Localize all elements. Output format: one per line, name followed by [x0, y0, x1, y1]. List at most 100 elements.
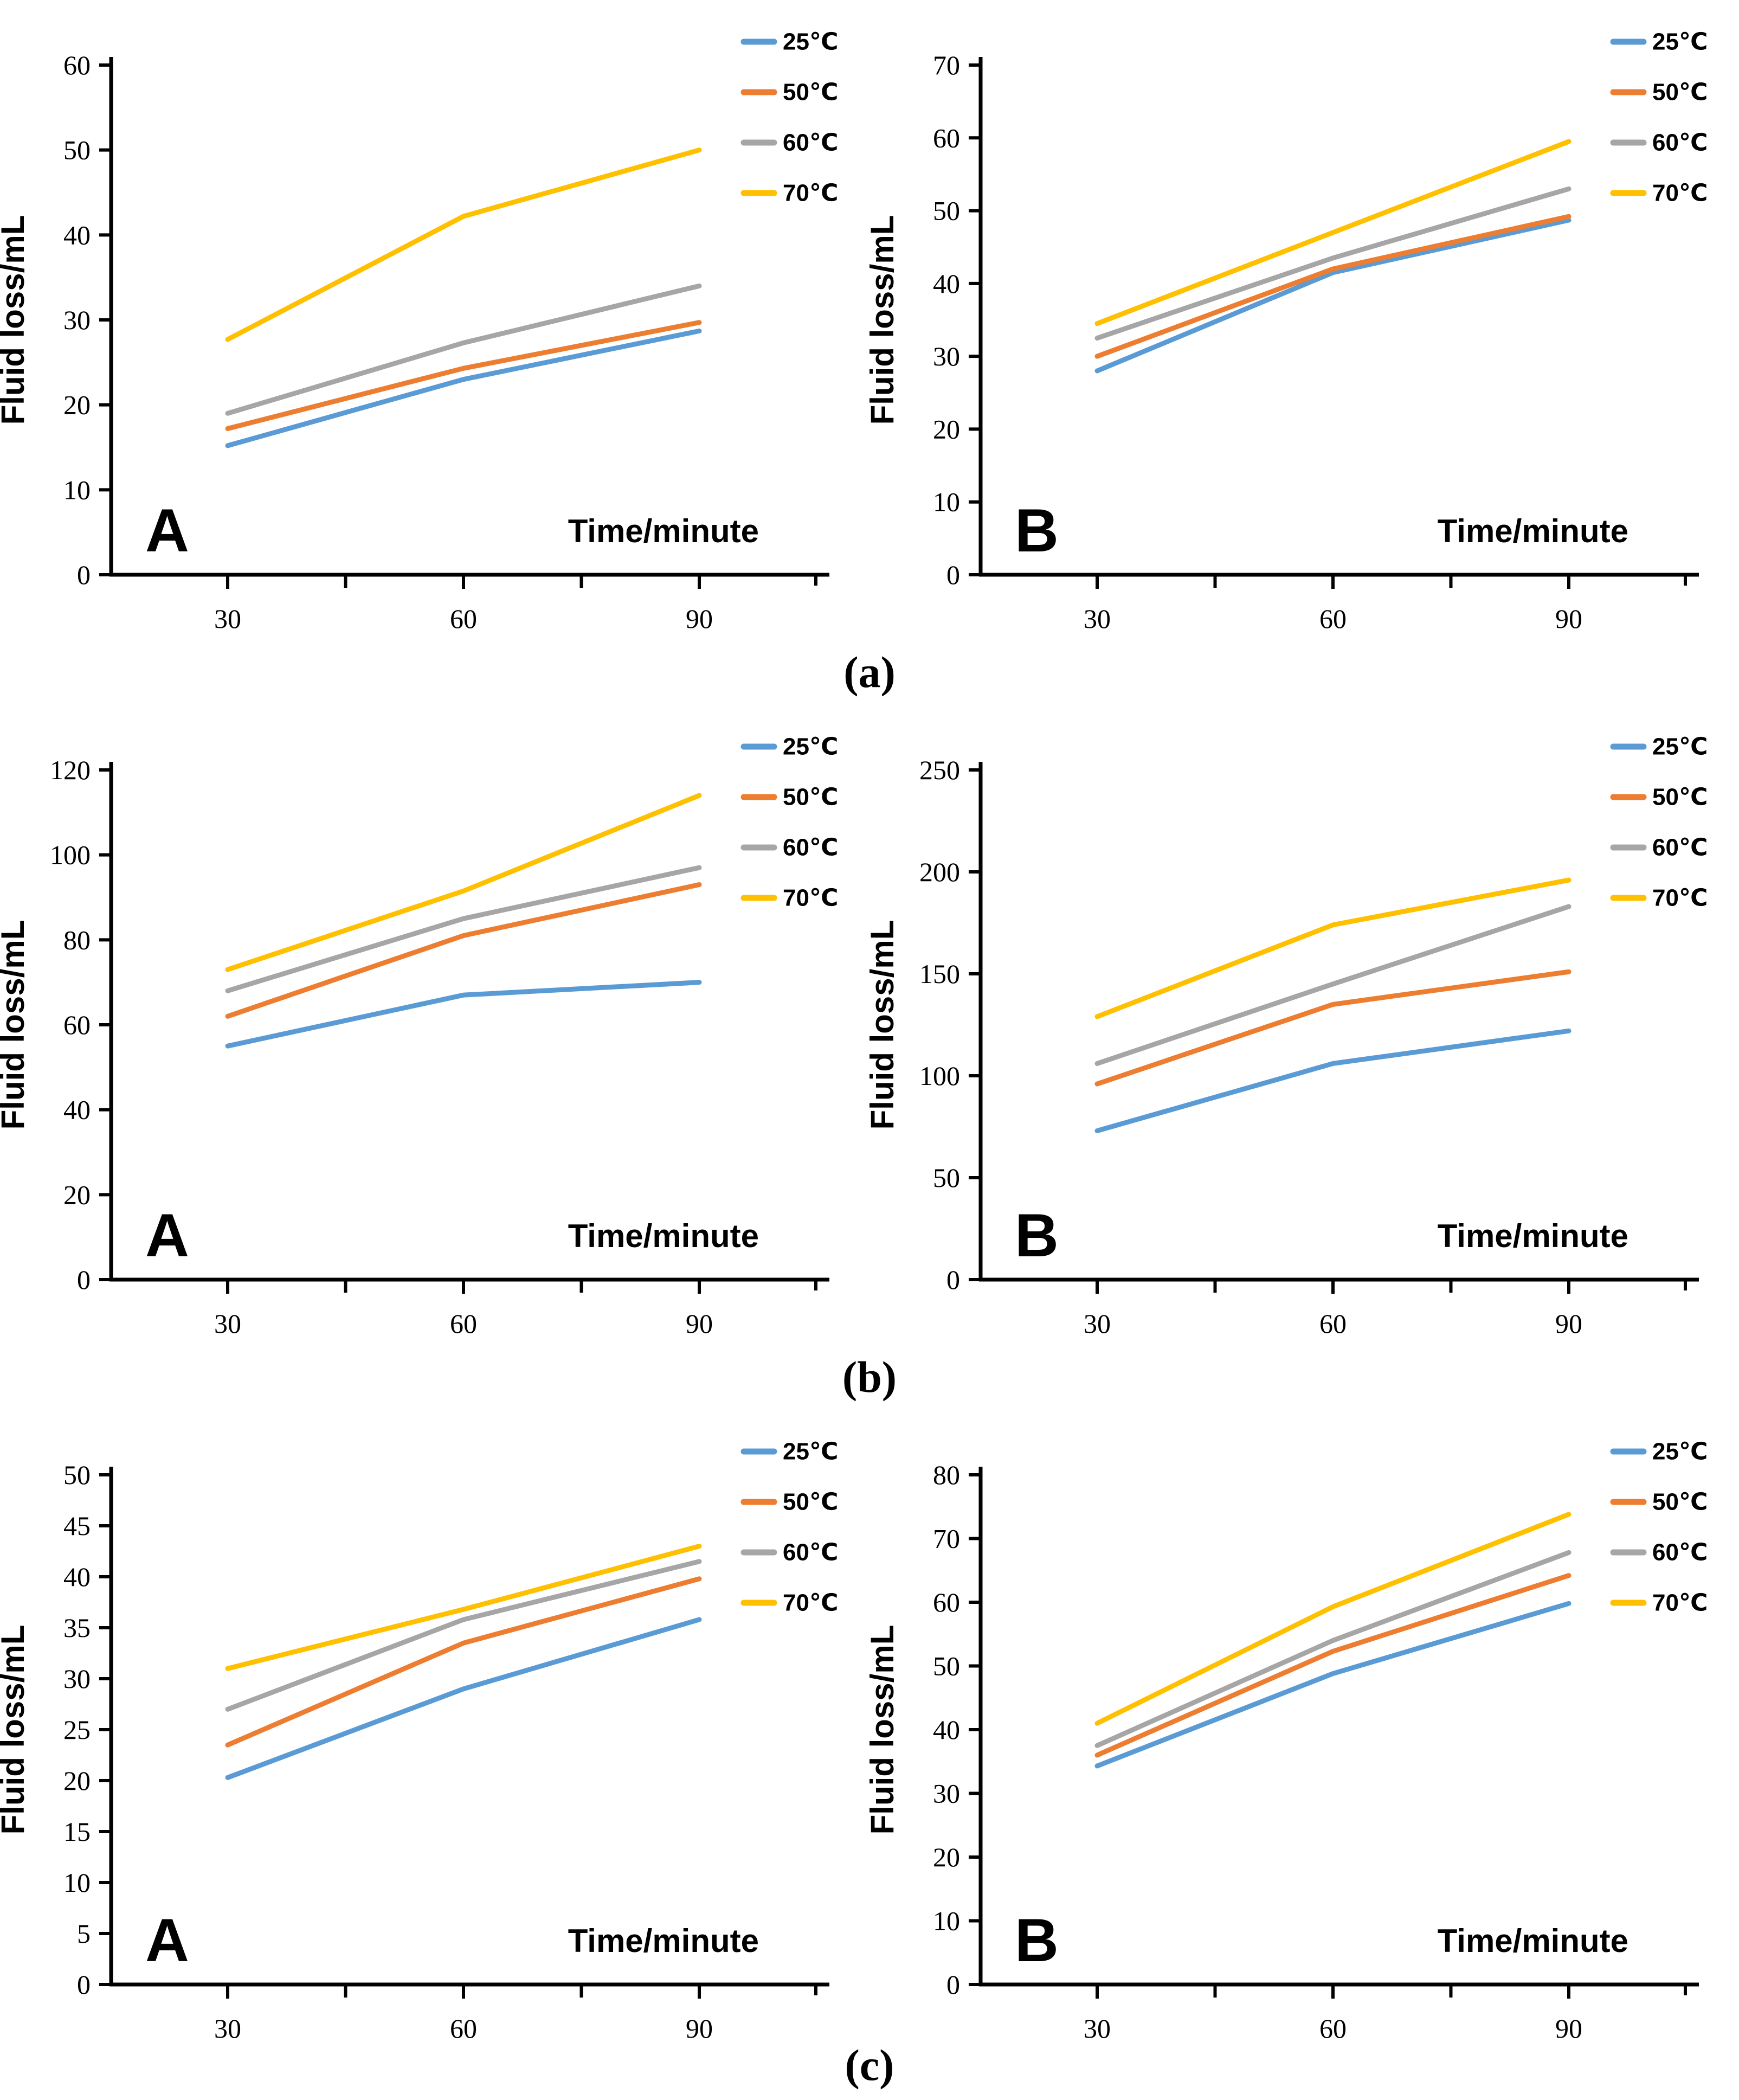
y-tick-label: 70 — [933, 1524, 960, 1554]
x-tick-label: 60 — [1319, 603, 1347, 632]
chart-a-A: 0 10 20 30 40 50 60 30 60 90 25℃ 50℃ 60℃ 70℃ A Time/min… — [0, 8, 870, 632]
y-tick-label: 0 — [77, 560, 91, 590]
series-line-60c — [1094, 186, 1571, 341]
series-line-70c — [1094, 877, 1571, 1019]
series-line-25c — [225, 980, 702, 1049]
y-tick-label: 60 — [933, 123, 960, 153]
y-tick-label: 100 — [919, 1061, 960, 1091]
legend-label-70c: 70℃ — [1652, 885, 1708, 911]
y-tick-label: 20 — [63, 1765, 91, 1796]
y-tick-label: 30 — [933, 341, 960, 371]
series-line-60c — [225, 1559, 702, 1712]
chart-a-A-svg: 0 10 20 30 40 50 60 30 60 90 25℃ 50℃ 60℃ 70℃ A Time/min… — [0, 29, 838, 632]
y-tick-label: 20 — [933, 1842, 960, 1872]
y-tick-label: 50 — [63, 135, 91, 165]
y-axis-title: Fluid loss/mL — [0, 215, 31, 425]
y-tick-label: 200 — [919, 857, 960, 887]
y-tick-label: 0 — [946, 1969, 960, 2000]
y-tick-label: 10 — [933, 1906, 960, 1936]
y-tick-label: 0 — [946, 560, 960, 590]
legend-label-25c: 25℃ — [783, 29, 838, 55]
series-line-70c — [1094, 139, 1571, 326]
x-tick-label: 90 — [1555, 603, 1582, 632]
legend-label-70c: 70℃ — [1652, 180, 1708, 207]
y-axis-title: Fluid loss/mL — [0, 1625, 31, 1835]
y-tick-label: 150 — [919, 959, 960, 989]
x-tick-label: 90 — [1555, 2013, 1582, 2041]
x-tick-label: 30 — [1084, 1308, 1111, 1337]
series-line-25c — [1094, 1601, 1571, 1769]
panel-label: A — [145, 1202, 189, 1269]
legend-label-25c: 25℃ — [783, 734, 838, 760]
x-tick-label: 30 — [1084, 603, 1111, 632]
series-line-25c — [225, 1617, 702, 1780]
y-tick-label: 5 — [77, 1918, 91, 1949]
series-line-50c — [225, 1576, 702, 1748]
chart-a-B: 0 10 20 30 40 50 60 70 30 60 90 25℃ 50℃ 60℃ 70℃ B Time/m… — [870, 8, 1739, 632]
legend-label-60c: 60℃ — [1652, 1539, 1708, 1566]
y-tick-label: 120 — [50, 755, 91, 785]
series-line-70c — [1094, 1512, 1571, 1726]
y-tick-label: 10 — [63, 474, 91, 505]
series-line-70c — [225, 1544, 702, 1671]
y-tick-label: 20 — [63, 390, 91, 420]
y-tick-label: 60 — [933, 1587, 960, 1617]
y-tick-label: 30 — [63, 1664, 91, 1694]
x-axis-title: Time/minute — [568, 513, 759, 549]
series-line-50c — [1094, 969, 1571, 1087]
series-line-25c — [1094, 217, 1571, 374]
x-axis-title: Time/minute — [1438, 1218, 1628, 1254]
y-tick-label: 0 — [77, 1969, 91, 2000]
y-tick-label: 30 — [63, 305, 91, 335]
x-tick-label: 90 — [686, 2013, 713, 2041]
y-tick-label: 30 — [933, 1778, 960, 1809]
y-tick-label: 80 — [933, 1460, 960, 1490]
x-axis-title: Time/minute — [568, 1923, 759, 1959]
legend-label-60c: 60℃ — [1652, 130, 1708, 156]
series-line-50c — [1094, 214, 1571, 359]
figure-caption-b: (b) — [842, 1352, 897, 1402]
chart-c-B-svg: 0 10 20 30 40 50 60 70 80 30 60 90 25℃ 50℃ 60℃ 70℃ B Time… — [870, 1438, 1708, 2042]
chart-c-B: 0 10 20 30 40 50 60 70 80 30 60 90 25℃ 50℃ 60℃ 70℃ B Time… — [870, 1418, 1739, 2042]
legend-label-60c: 60℃ — [1652, 834, 1708, 861]
x-axis-title: Time/minute — [1438, 513, 1628, 549]
chart-row-b: 0 20 40 60 80 100 120 30 60 90 25℃ 50℃ 60℃ 70℃ A Time/m… — [0, 713, 1739, 1337]
y-tick-label: 40 — [63, 1095, 91, 1125]
chart-a-B-svg: 0 10 20 30 40 50 60 70 30 60 90 25℃ 50℃ 60℃ 70℃ B Time/m… — [870, 29, 1708, 632]
legend-label-50c: 50℃ — [1652, 784, 1708, 811]
y-tick-label: 60 — [63, 50, 91, 80]
y-tick-label: 0 — [946, 1264, 960, 1295]
chart-b-A-svg: 0 20 40 60 80 100 120 30 60 90 25℃ 50℃ 60℃ 70℃ A Time/m… — [0, 734, 838, 1337]
series-line-50c — [225, 320, 702, 432]
series-line-60c — [1094, 904, 1571, 1066]
x-tick-label: 30 — [214, 1308, 241, 1337]
y-tick-label: 70 — [933, 50, 960, 80]
legend-label-70c: 70℃ — [783, 885, 838, 911]
chart-c-A: 0 5 10 15 20 25 30 35 40 45 50 30 60 90 25℃ 50℃ 60℃ 70℃ A T… — [0, 1418, 870, 2042]
x-tick-label: 60 — [1319, 1308, 1347, 1337]
y-tick-label: 80 — [63, 924, 91, 955]
legend-label-70c: 70℃ — [1652, 1590, 1708, 1616]
x-tick-label: 30 — [214, 603, 241, 632]
y-tick-label: 15 — [63, 1816, 91, 1847]
chart-b-B: 0 50 100 150 200 250 30 60 90 25℃ 50℃ 60℃ 70℃ B Time/m… — [870, 713, 1739, 1337]
x-tick-label: 60 — [450, 2013, 477, 2041]
y-tick-label: 20 — [933, 414, 960, 444]
series-line-60c — [225, 865, 702, 993]
y-axis-title: Fluid loss/mL — [870, 920, 900, 1130]
series-line-70c — [225, 147, 702, 342]
series-line-25c — [1094, 1028, 1571, 1134]
chart-b-B-svg: 0 50 100 150 200 250 30 60 90 25℃ 50℃ 60℃ 70℃ B Time/m… — [870, 734, 1708, 1337]
y-axis-title: Fluid loss/mL — [0, 920, 31, 1130]
y-axis-title: Fluid loss/mL — [870, 215, 900, 425]
y-tick-label: 45 — [63, 1511, 91, 1541]
x-tick-label: 60 — [450, 1308, 477, 1337]
x-tick-label: 90 — [686, 1308, 713, 1337]
y-tick-label: 60 — [63, 1010, 91, 1040]
y-tick-label: 40 — [933, 1714, 960, 1745]
series-line-25c — [225, 328, 702, 448]
legend-label-60c: 60℃ — [783, 130, 838, 156]
y-tick-label: 40 — [933, 268, 960, 299]
y-tick-label: 0 — [77, 1264, 91, 1295]
